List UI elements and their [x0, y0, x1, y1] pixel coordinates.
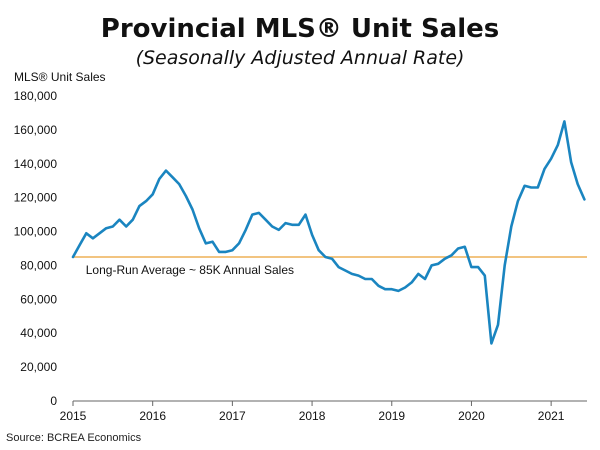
- x-tick-label: 2015: [60, 409, 87, 423]
- mls-sales-series-line: [71, 120, 586, 345]
- y-tick-label: 120,000: [14, 191, 58, 205]
- x-tick-label: 2019: [378, 409, 405, 423]
- chart-subtitle: (Seasonally Adjusted Annual Rate): [135, 47, 465, 69]
- chart-title: Provincial MLS® Unit Sales: [100, 14, 500, 44]
- y-tick-label: 140,000: [14, 157, 58, 171]
- y-tick-label: 80,000: [20, 258, 57, 272]
- x-tick-label: 2020: [458, 409, 485, 423]
- x-tick-label: 2018: [299, 409, 326, 423]
- long-run-average-label: Long-Run Average ~ 85K Annual Sales: [86, 263, 294, 277]
- x-tick-label: 2021: [538, 409, 565, 423]
- x-tick-label: 2016: [139, 409, 166, 423]
- y-tick-label: 40,000: [20, 326, 57, 340]
- y-tick-label: 100,000: [14, 225, 58, 239]
- y-tick-label: 180,000: [14, 89, 58, 103]
- y-tick-label: 0: [50, 394, 57, 408]
- y-axis-label: MLS® Unit Sales: [14, 70, 106, 84]
- x-tick-label: 2017: [219, 409, 246, 423]
- source-note: Source: BCREA Economics: [6, 432, 142, 444]
- y-tick-label: 20,000: [20, 360, 57, 374]
- y-tick-label: 160,000: [14, 123, 58, 137]
- y-tick-label: 60,000: [20, 292, 57, 306]
